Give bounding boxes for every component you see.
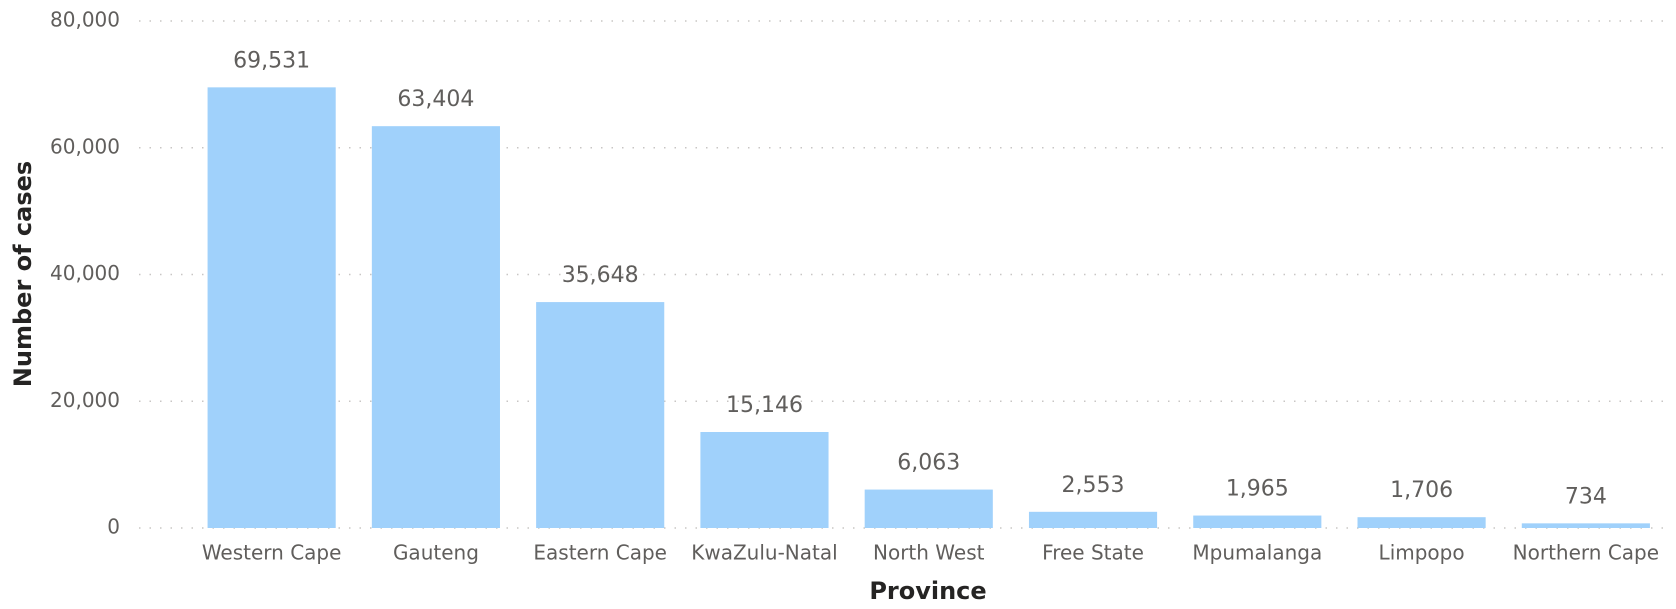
data-label: 1,706 (1390, 478, 1453, 503)
y-tick-label: 20,000 (50, 388, 120, 412)
x-tick-label: Limpopo (1379, 541, 1465, 565)
data-label: 2,553 (1062, 473, 1125, 498)
bar (700, 432, 829, 528)
bar (1357, 517, 1486, 528)
data-label: 35,648 (562, 263, 639, 288)
bar (1028, 511, 1158, 528)
bar (371, 126, 500, 528)
x-tick-label: Northern Cape (1513, 541, 1659, 565)
x-tick-label: Gauteng (393, 541, 479, 565)
x-tick-label: KwaZulu-Natal (691, 541, 837, 565)
y-tick-label: 0 (107, 515, 120, 539)
x-tick-label: Mpumalanga (1192, 541, 1322, 565)
data-label: 69,531 (233, 48, 310, 73)
data-label: 63,404 (397, 87, 474, 112)
data-label: 734 (1565, 484, 1607, 509)
x-tick-label: Western Cape (202, 541, 342, 565)
bar (864, 489, 993, 528)
bar (1193, 515, 1322, 528)
x-tick-label: Eastern Cape (533, 541, 667, 565)
y-tick-label: 80,000 (50, 8, 120, 32)
y-axis-title: Number of cases (9, 161, 37, 387)
x-tick-label: North West (873, 541, 985, 565)
bar (536, 302, 665, 528)
y-tick-label: 40,000 (50, 261, 120, 285)
bar (207, 87, 336, 528)
data-label: 15,146 (726, 393, 803, 418)
bar (1521, 523, 1650, 528)
data-label: 1,965 (1226, 477, 1289, 502)
y-tick-label: 60,000 (50, 134, 120, 158)
data-label: 6,063 (897, 451, 960, 476)
x-axis-title: Province (869, 577, 986, 605)
x-tick-label: Free State (1042, 541, 1144, 565)
